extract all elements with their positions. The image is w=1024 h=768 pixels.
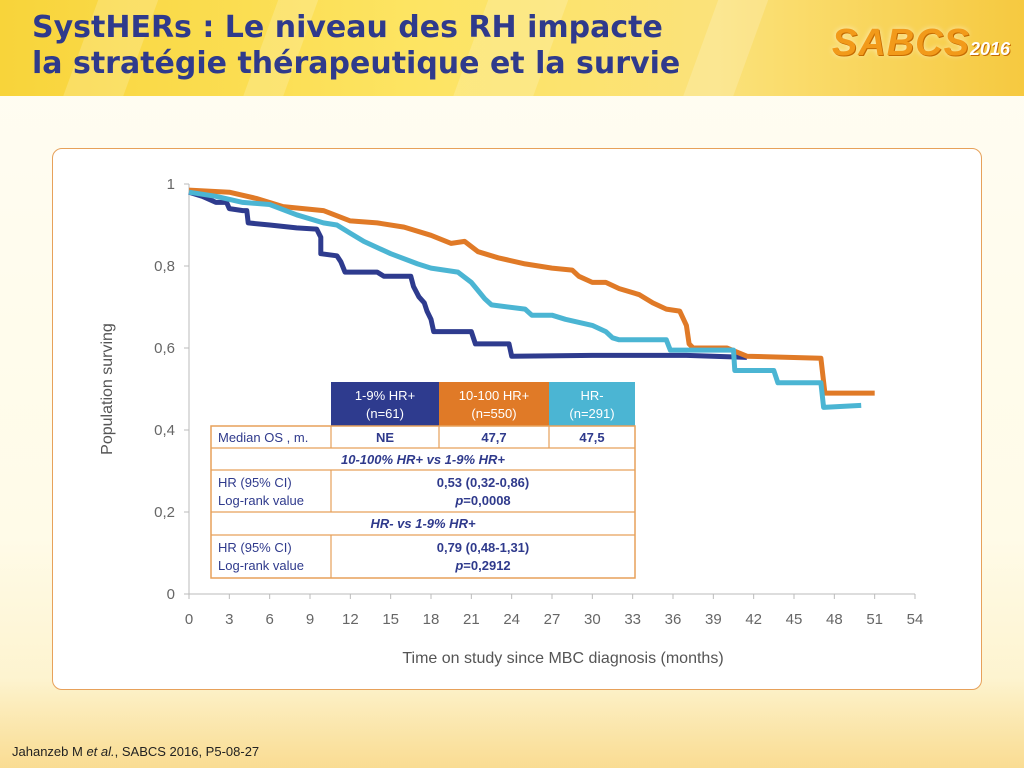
x-tick-label: 39 xyxy=(705,611,722,628)
chart-card: 0 0,2 0,4 0,6 0,8 1 0 3 6 9 12 15 18 21 24 27 30 33 36 39 4… xyxy=(52,148,982,690)
citation-author: Jahanzeb M xyxy=(12,744,87,759)
comp2-hr-label: HR (95% CI) xyxy=(218,540,292,555)
survival-chart: 00,20,40,60,81 0 3 6 9 12 15 18 21 24 27 30 33 36 39 4… xyxy=(99,176,924,667)
comp1-p-prefix: p xyxy=(454,493,463,508)
x-tick-label: 18 xyxy=(423,611,440,628)
comp1-hr-label: HR (95% CI) xyxy=(218,475,292,490)
bottom-decoration xyxy=(0,678,1024,768)
x-tick-label: 42 xyxy=(745,611,762,628)
y-tick-label: 0,4 xyxy=(154,422,175,439)
table-header-1-9 xyxy=(331,382,439,426)
median-1-9: NE xyxy=(376,430,394,445)
table-group-2-label: 10-100 HR+ xyxy=(459,388,529,403)
x-axis-title: Time on study since MBC diagnosis (month… xyxy=(402,650,723,667)
citation-source: , SABCS 2016, P5-08-27 xyxy=(114,744,260,759)
x-tick-label: 54 xyxy=(907,611,924,628)
x-tick-label: 48 xyxy=(826,611,843,628)
series-line-1-9-hr- xyxy=(188,189,747,360)
x-tick-label: 12 xyxy=(342,611,359,628)
x-tick-label: 6 xyxy=(265,611,273,628)
x-tick-label: 27 xyxy=(544,611,561,628)
comp1-p-value: p=0,0008 xyxy=(454,493,510,508)
title-line-1: SystHERs : Le niveau des RH impacte xyxy=(32,10,663,45)
sabcs-logo: SABCS2016 xyxy=(832,22,1010,65)
logo-text: SABCS xyxy=(831,22,970,64)
slide-header: SystHERs : Le niveau des RH impacte la s… xyxy=(0,0,1024,96)
table-group-1-n: (n=61) xyxy=(366,406,404,421)
citation: Jahanzeb M et al., SABCS 2016, P5-08-27 xyxy=(12,744,259,759)
comparison-2-title: HR- vs 1-9% HR+ xyxy=(370,516,476,531)
table-group-2-n: (n=550) xyxy=(471,406,516,421)
title-line-2: la stratégie thérapeutique et la survie xyxy=(32,46,681,81)
x-tick-label: 9 xyxy=(306,611,314,628)
summary-table: 1-9% HR+ (n=61) 10-100 HR+ (n=550) HR- (… xyxy=(210,382,636,579)
table-group-3-n: (n=291) xyxy=(569,406,614,421)
x-tick-label: 24 xyxy=(503,611,520,628)
x-tick-label: 33 xyxy=(624,611,641,628)
comparison-1-title: 10-100% HR+ vs 1-9% HR+ xyxy=(341,452,505,467)
median-os-label: Median OS , m. xyxy=(218,430,308,445)
x-tick-label: 45 xyxy=(786,611,803,628)
y-tick-label: 1 xyxy=(167,176,175,193)
y-tick-label: 0,2 xyxy=(154,504,175,521)
x-tick-label: 0 xyxy=(185,611,193,628)
table-header-10-100 xyxy=(439,382,549,426)
y-tick-label: 0 xyxy=(167,586,175,603)
comp1-p-number: =0,0008 xyxy=(463,493,510,508)
median-hr-neg: 47,5 xyxy=(579,430,604,445)
x-tick-label: 15 xyxy=(382,611,399,628)
table-group-1-label: 1-9% HR+ xyxy=(355,388,415,403)
median-10-100: 47,7 xyxy=(481,430,506,445)
y-axis-title: Population surving xyxy=(99,323,116,455)
x-tick-label: 30 xyxy=(584,611,601,628)
citation-etal: et al. xyxy=(86,744,115,759)
x-tick-label: 21 xyxy=(463,611,480,628)
series-line-hr- xyxy=(188,189,862,410)
comp1-hr-value: 0,53 (0,32-0,86) xyxy=(437,475,530,490)
comp2-p-value: p=0,2912 xyxy=(454,558,510,573)
series-line-10-100-hr- xyxy=(188,187,875,396)
comp2-p-prefix: p xyxy=(454,558,463,573)
table-group-3-label: HR- xyxy=(580,388,603,403)
logo-year: 2016 xyxy=(969,39,1010,59)
comp2-p-number: =0,2912 xyxy=(463,558,510,573)
x-tick-label: 36 xyxy=(665,611,682,628)
x-tick-label: 3 xyxy=(225,611,233,628)
comp2-lr-label: Log-rank value xyxy=(218,558,304,573)
comp1-lr-label: Log-rank value xyxy=(218,493,304,508)
y-tick-label: 0,8 xyxy=(154,258,175,275)
y-tick-label: 0,6 xyxy=(154,340,175,357)
table-header-hr-neg xyxy=(549,382,635,426)
x-tick-label: 51 xyxy=(866,611,883,628)
comp2-hr-value: 0,79 (0,48-1,31) xyxy=(437,540,530,555)
slide-title: SystHERs : Le niveau des RH impacte la s… xyxy=(32,10,680,82)
